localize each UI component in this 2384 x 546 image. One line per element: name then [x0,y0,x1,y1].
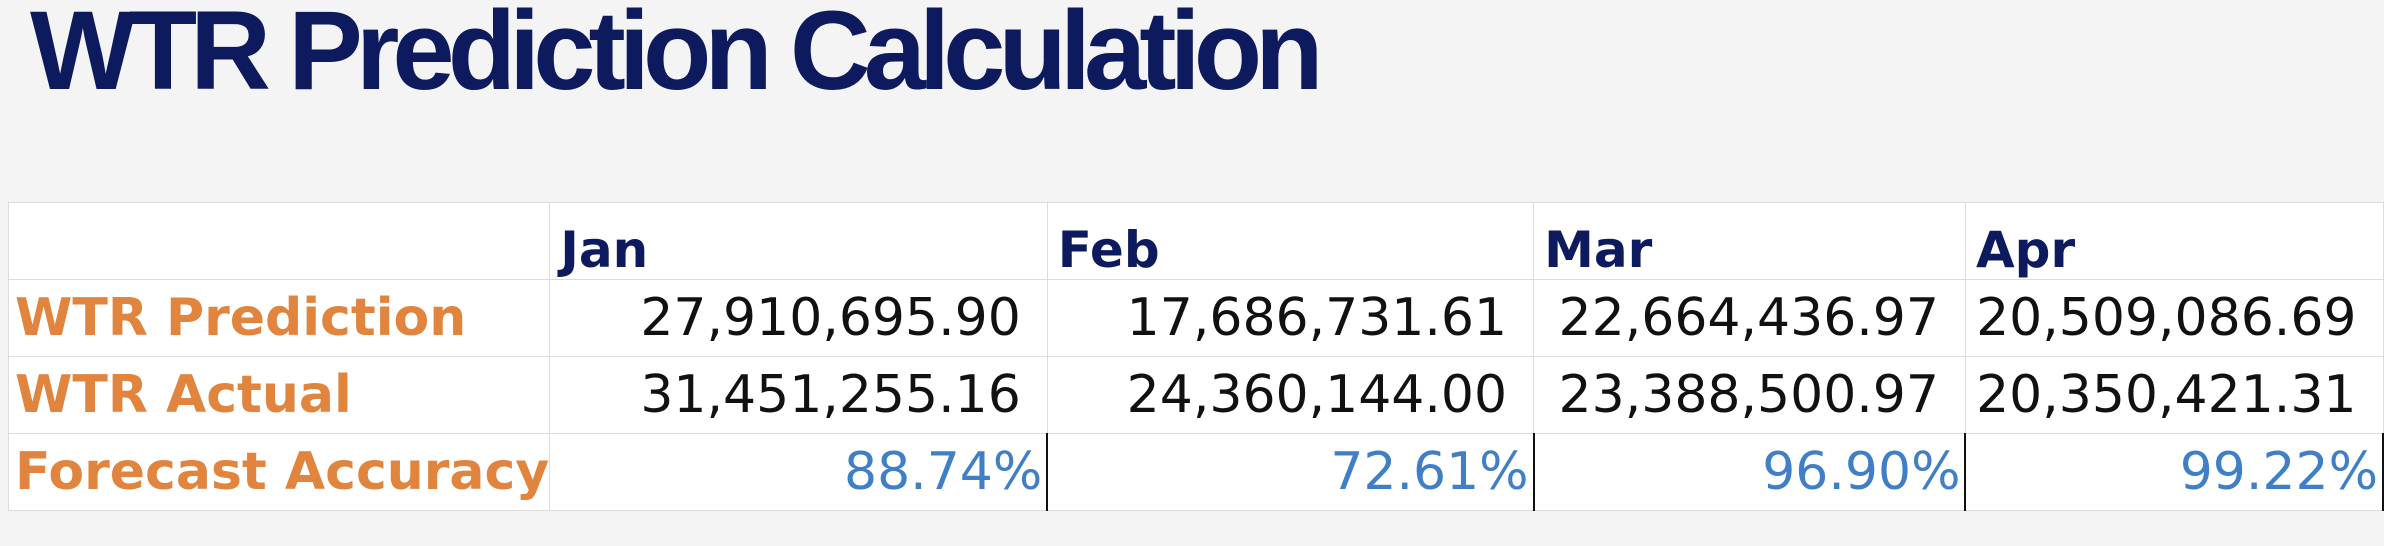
corner-cell [7,202,551,280]
row-label: WTR Prediction [7,279,551,357]
column-header: Mar [1533,202,1966,280]
value-cell: 31,451,255.16 [549,356,1048,434]
value-cell: 24,360,144.00 [1046,356,1535,434]
value-cell: 22,664,436.97 [1533,279,1966,357]
data-table: Jan Feb Mar Apr WTR Prediction 27,910,695.90 1… [7,202,2384,511]
value-cell: 27,910,695.90 [549,279,1048,357]
value-cell: 20,350,421.31 [1964,356,2384,434]
data-row: Forecast Accuracy 88.74% 72.61% 96.90% 99.22… [7,433,2384,511]
value-cell: 96.90% [1533,433,1967,511]
value-cell: 17,686,731.61 [1046,279,1535,357]
row-label: WTR Actual [7,356,551,434]
column-header: Jan [549,202,1048,280]
column-header: Feb [1046,202,1535,280]
value-cell: 20,509,086.69 [1964,279,2384,357]
value-cell: 23,388,500.97 [1533,356,1966,434]
page-title: WTR Prediction Calculation [30,0,1324,113]
value-cell: 88.74% [549,433,1049,511]
data-row: WTR Prediction 27,910,695.90 17,686,731.61… [7,279,2384,357]
value-cell: 99.22% [1964,433,2384,511]
data-row: WTR Actual 31,451,255.16 24,360,144.00 23,3… [7,356,2384,434]
header-row: Jan Feb Mar Apr [7,202,2384,280]
value-cell: 72.61% [1046,433,1535,511]
row-label: Forecast Accuracy [7,433,551,511]
column-header: Apr [1964,202,2384,280]
